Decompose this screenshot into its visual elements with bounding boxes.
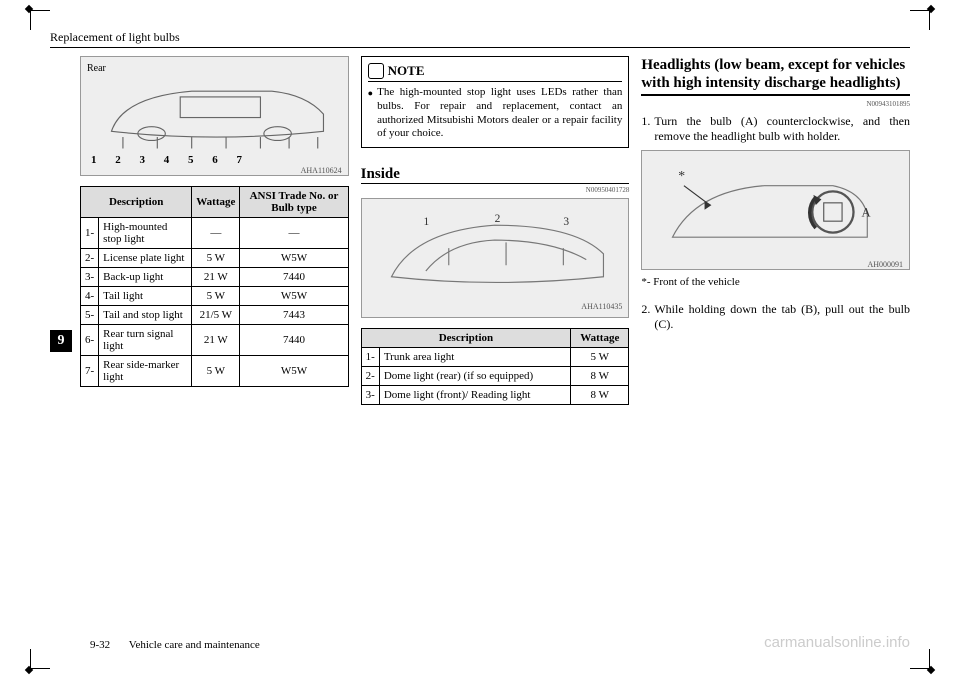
headlights-title: Headlights (low beam, except for vehicle… [641,56,910,92]
headlight-figure: A * AH000091 [641,150,910,270]
rear-figure-numbers: 1 2 3 4 5 6 7 [87,154,342,166]
inside-table: Description Wattage 1-Trunk area light5 … [361,328,630,405]
inside-code: N00950401728 [361,186,630,194]
note-title: NOTE [368,63,623,82]
table-row: 7-Rear side-marker light5 WW5W [81,356,349,387]
th-desc2: Description [361,329,571,348]
table-row: 3-Dome light (front)/ Reading light8 W [361,386,629,405]
page-header: Replacement of light bulbs [50,30,910,48]
table-row: 1-High-mounted stop light—— [81,218,349,249]
th-watt2: Wattage [571,329,629,348]
step-2: 2. While holding down the tab (B), pull … [641,302,910,332]
th-type: ANSI Trade No. or Bulb type [240,187,348,218]
svg-text:A: A [862,206,871,220]
chapter-name: Vehicle care and maintenance [129,639,260,651]
svg-text:3: 3 [564,216,570,228]
page-footer: 9-32 Vehicle care and maintenance [90,639,260,651]
inside-car-illustration: 1 2 3 [380,208,609,300]
headlight-footnote: *- Front of the vehicle [641,276,910,288]
chapter-tab: 9 [50,330,72,352]
table-row: 4-Tail light5 WW5W [81,287,349,306]
headlights-code: N00943101895 [641,100,910,108]
inside-figure: 1 2 3 AHA110435 [361,198,630,318]
svg-text:1: 1 [424,216,430,228]
table-row: 5-Tail and stop light21/5 W7443 [81,306,349,325]
svg-text:*: * [678,168,685,183]
th-watt: Wattage [192,187,240,218]
step-1: 1. Turn the bulb (A) counterclockwise, a… [641,114,910,144]
table-row: 6-Rear turn signal light21 W7440 [81,325,349,356]
page-number: 9-32 [90,639,110,651]
note-box: NOTE The high-mounted stop light uses LE… [361,56,630,148]
table-row: 2-License plate light5 WW5W [81,249,349,268]
note-body: The high-mounted stop light uses LEDs ra… [368,86,623,141]
table-row: 3-Back-up light21 W7440 [81,268,349,287]
table-row: 2-Dome light (rear) (if so equipped)8 W [361,367,629,386]
watermark: carmanualsonline.info [764,634,910,651]
headlight-fig-code: AH000091 [648,260,903,269]
rear-figure-code: AHA110624 [87,166,342,175]
svg-text:2: 2 [495,212,501,224]
note-title-text: NOTE [388,63,425,79]
th-desc: Description [81,187,192,218]
rear-car-illustration [100,74,329,154]
rear-bulb-table: Description Wattage ANSI Trade No. or Bu… [80,186,349,387]
rear-figure: Rear [80,56,349,176]
table-row: 1-Trunk area light5 W [361,348,629,367]
inside-heading: Inside [361,166,630,184]
inside-fig-code: AHA110435 [368,302,623,311]
headlight-illustration: A * [661,157,890,260]
header-title: Replacement of light bulbs [50,30,180,44]
rear-figure-label: Rear [87,63,342,74]
